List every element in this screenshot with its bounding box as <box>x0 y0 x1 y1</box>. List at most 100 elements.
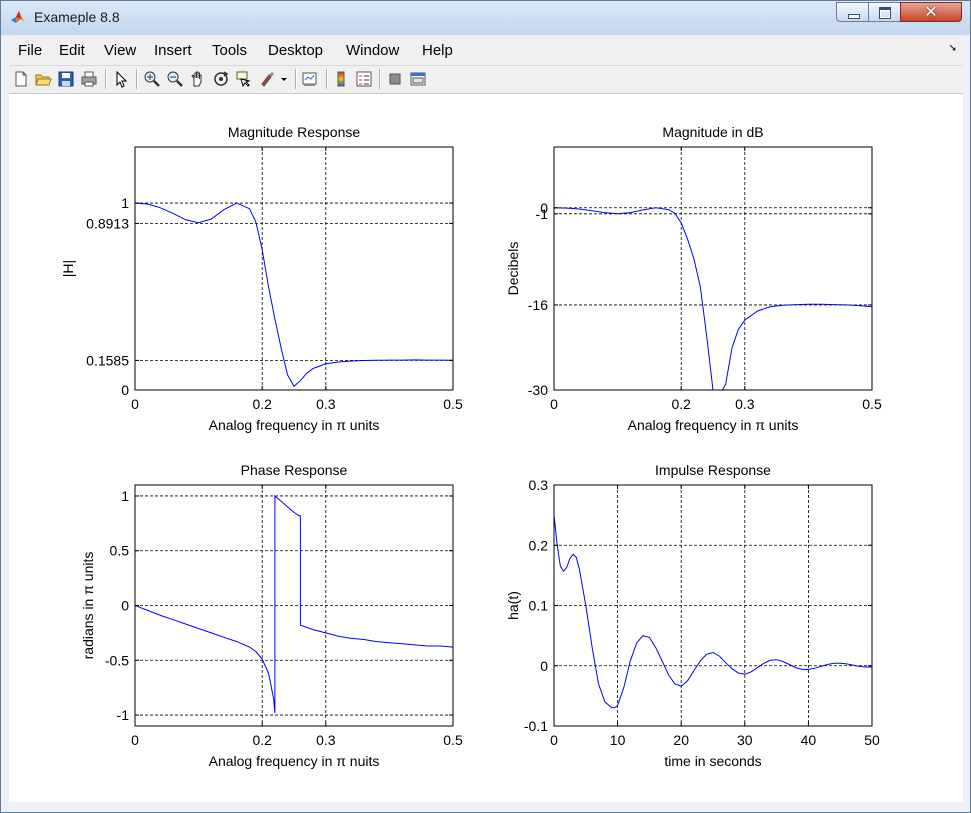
rotate-icon[interactable] <box>212 70 230 88</box>
y-tick-label: 0 <box>121 382 129 398</box>
x-tick-label: 50 <box>864 732 880 748</box>
x-tick-label: 0.5 <box>443 732 463 748</box>
series-line <box>554 207 872 390</box>
status-bar <box>1 804 970 812</box>
link-icon[interactable] <box>301 70 319 88</box>
toolbar-separator <box>105 69 107 89</box>
maximize-button[interactable] <box>868 2 901 22</box>
print-icon[interactable] <box>80 70 98 88</box>
x-tick-label: 0 <box>131 396 139 412</box>
x-tick-label: 30 <box>737 732 753 748</box>
y-tick-label: -0.5 <box>105 652 129 668</box>
toolbar-separator <box>295 69 297 89</box>
toolbar-separator <box>136 69 138 89</box>
open-icon[interactable] <box>34 70 52 88</box>
y-axis-label: radians in π units <box>80 552 96 660</box>
y-tick-label: -1 <box>536 206 549 222</box>
axes-background <box>554 147 872 390</box>
axes-title: Magnitude Response <box>228 124 361 140</box>
y-tick-label: 0.8913 <box>86 215 129 231</box>
series-line <box>135 494 453 713</box>
menu-edit[interactable]: Edit <box>59 42 85 59</box>
y-tick-label: 0 <box>121 598 129 614</box>
zoom-out-icon[interactable] <box>166 70 184 88</box>
axes-frame <box>134 146 454 391</box>
x-tick-label: 0 <box>550 732 558 748</box>
y-tick-label: 0.5 <box>110 543 130 559</box>
chevron-down-icon[interactable] <box>279 70 289 88</box>
y-tick-label: -1 <box>117 707 130 723</box>
menu-dock-arrow-icon[interactable]: ➘ <box>948 43 957 54</box>
x-tick-label: 0.5 <box>862 396 882 412</box>
y-tick-label: 1 <box>121 195 129 211</box>
y-axis-label: Decibels <box>505 242 521 296</box>
x-tick-label: 0.3 <box>316 396 336 412</box>
y-tick-label: 0 <box>540 200 548 216</box>
menu-insert[interactable]: Insert <box>154 42 192 59</box>
series-line <box>554 515 872 709</box>
x-tick-label: 0.3 <box>316 732 336 748</box>
save-icon[interactable] <box>57 70 75 88</box>
legend-icon[interactable] <box>355 70 373 88</box>
x-tick-label: 0 <box>550 396 558 412</box>
matlab-logo-icon <box>11 11 24 23</box>
x-axis-label: Analog frequency in π units <box>209 417 380 433</box>
x-tick-label: 0.2 <box>252 396 272 412</box>
axes-background <box>135 147 453 390</box>
title-bar[interactable]: Exameple 8.8 ✕ <box>1 1 970 35</box>
y-tick-label: 1 <box>121 488 129 504</box>
axes-1: 0 0.2 0.3 0.5 0 0.1585 0.8913 1 Magnitude Respon… <box>60 124 463 433</box>
y-tick-label: 0.2 <box>529 537 549 553</box>
menu-view[interactable]: View <box>104 42 137 59</box>
menu-tools[interactable]: Tools <box>212 42 248 59</box>
y-tick-label: -16 <box>528 297 548 313</box>
colorbar-icon[interactable] <box>332 70 350 88</box>
x-tick-label: 0.5 <box>443 396 463 412</box>
data-cursor-icon[interactable] <box>235 70 253 88</box>
hide-tools-icon[interactable] <box>386 70 404 88</box>
y-tick-label: -0.1 <box>524 718 548 734</box>
y-tick-label: 0 <box>540 658 548 674</box>
x-tick-label: 10 <box>610 732 626 748</box>
brush-icon[interactable] <box>258 70 276 88</box>
window-title: Exameple 8.8 <box>34 9 120 25</box>
toolbar-separator <box>326 69 328 89</box>
axes-title: Magnitude in dB <box>662 124 763 140</box>
x-tick-label: 0.2 <box>671 396 691 412</box>
close-icon: ✕ <box>924 2 938 21</box>
series-line <box>135 202 453 388</box>
axes-title: Phase Response <box>241 462 348 478</box>
toolbar <box>9 66 963 94</box>
menu-desktop[interactable]: Desktop <box>268 42 324 59</box>
figure-canvas: 0 0.2 0.3 0.5 0 0.1585 0.8913 1 Magnitude Respon… <box>9 94 963 802</box>
show-tools-icon[interactable] <box>409 70 427 88</box>
menu-help[interactable]: Help <box>422 42 453 59</box>
y-tick-label: -30 <box>528 382 548 398</box>
axes-3: 0 0.2 0.3 0.5 -1 -0.5 0 0.5 1 Phase Response Analo… <box>80 462 463 769</box>
y-tick-label: 0.1 <box>529 598 549 614</box>
axes-title: Impulse Response <box>655 462 771 478</box>
pan-icon[interactable] <box>189 70 207 88</box>
y-tick-label: 0.3 <box>529 477 549 493</box>
x-tick-label: 20 <box>673 732 689 748</box>
x-tick-label: 0.3 <box>735 396 755 412</box>
close-button[interactable]: ✕ <box>900 2 962 22</box>
zoom-in-icon[interactable] <box>143 70 161 88</box>
x-axis-label: Analog frequency in π units <box>628 417 799 433</box>
plot-area: 0 0.2 0.3 0.5 0 0.1585 0.8913 1 Magnitude Respon… <box>60 124 882 769</box>
pointer-icon[interactable] <box>112 70 130 88</box>
x-axis-label: time in seconds <box>664 753 761 769</box>
axes-frame <box>553 146 873 391</box>
y-axis-label: ha(t) <box>505 591 521 620</box>
x-axis-label: Analog frequency in π nuits <box>209 753 380 769</box>
minimize-button[interactable] <box>836 2 869 22</box>
y-tick-label: 0.1585 <box>86 352 129 368</box>
menu-window[interactable]: Window <box>346 42 400 59</box>
menu-file[interactable]: File <box>18 42 43 59</box>
y-axis-label: |H| <box>60 260 76 277</box>
new-icon[interactable] <box>12 70 30 88</box>
x-tick-label: 40 <box>801 732 817 748</box>
